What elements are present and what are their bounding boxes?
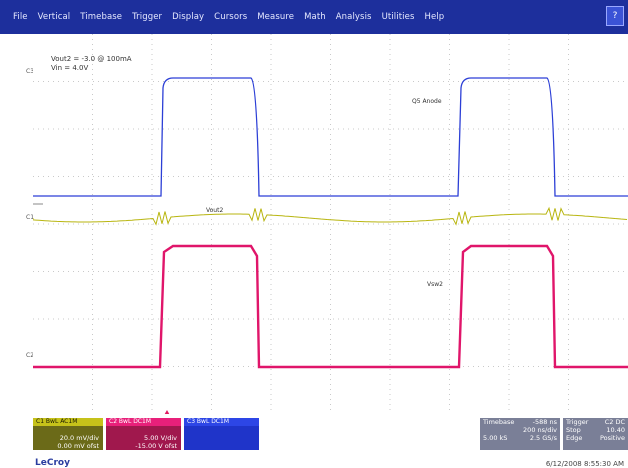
timebase-div: 200 ns/div xyxy=(523,426,557,434)
timebase-samples: 5.00 kS xyxy=(483,434,508,442)
menu-item-utilities[interactable]: Utilities xyxy=(381,12,415,22)
menu-item-measure[interactable]: Measure xyxy=(257,12,295,22)
channel-side-labels: C3 C1 C2 xyxy=(0,34,35,414)
annotation: Vout2 = -3.0 @ 100mA Vin = 4.0V xyxy=(51,55,132,73)
trigger-box[interactable]: Trigger C2 DC Stop 10.40 Edge Positive xyxy=(563,418,628,450)
c1-head: C1 BwL AC1M xyxy=(33,418,103,426)
menu-item-file[interactable]: File xyxy=(13,12,28,22)
menu-item-help[interactable]: Help xyxy=(424,12,445,22)
trigger-mode: Stop xyxy=(566,426,581,434)
scope-grid[interactable] xyxy=(33,34,628,414)
c3-waveform xyxy=(33,77,628,197)
menu-bar: File Vertical Timebase Trigger Display Cursor… xyxy=(0,0,628,34)
trigger-source: C2 DC xyxy=(604,418,625,426)
lecroy-logo: LeCroy xyxy=(35,458,70,468)
channel-c2-box[interactable]: C2 BwL DC1M 5.00 V/div -15.00 V ofst xyxy=(106,418,181,450)
trigger-slope: Positive xyxy=(599,434,625,442)
annotation-line2: Vin = 4.0V xyxy=(51,64,89,72)
c1-marker: C1 xyxy=(26,214,35,221)
c2-offset: -15.00 V ofst xyxy=(135,442,177,450)
menu-item-timebase[interactable]: Timebase xyxy=(80,12,123,22)
timebase-rate: 2.5 GS/s xyxy=(529,434,557,442)
menu-items: File Vertical Timebase Trigger Display Cursor… xyxy=(8,12,449,22)
c2-marker: C2 xyxy=(26,352,35,359)
menu-item-trigger[interactable]: Trigger xyxy=(132,12,163,22)
c1-waveform xyxy=(33,206,628,226)
menu-item-cursors[interactable]: Cursors xyxy=(214,12,248,22)
channel-c3-box[interactable]: C3 BwL DC1M xyxy=(184,418,259,450)
c2-waveform xyxy=(33,244,628,369)
timebase-label: Timebase xyxy=(483,418,515,426)
trigger-type: Edge xyxy=(566,434,583,442)
channel-c1-box[interactable]: C1 BwL AC1M 20.0 mV/div 0.00 mV ofst xyxy=(33,418,103,450)
q5-anode-label: Q5 Anode xyxy=(412,98,442,105)
waveform-display xyxy=(33,34,628,414)
timebase-value: -588 ns xyxy=(532,418,557,426)
trigger-label: Trigger xyxy=(566,418,589,426)
trigger-position-marker[interactable] xyxy=(163,410,171,417)
menu-item-display[interactable]: Display xyxy=(172,12,205,22)
timestamp: 6/12/2008 8:55:30 AM xyxy=(545,460,624,468)
c2-vdiv: 5.00 V/div xyxy=(144,434,177,442)
c3-marker: C3 xyxy=(26,68,35,75)
menu-item-analysis[interactable]: Analysis xyxy=(335,12,372,22)
c3-head: C3 BwL DC1M xyxy=(184,418,259,426)
c1-offset: 0.00 mV ofst xyxy=(57,442,99,450)
menu-item-vertical[interactable]: Vertical xyxy=(37,12,71,22)
help-icon[interactable]: ? xyxy=(606,6,624,26)
c1-vdiv: 20.0 mV/div xyxy=(59,434,99,442)
annotation-line1: Vout2 = -3.0 @ 100mA xyxy=(51,55,132,63)
c2-head: C2 BwL DC1M xyxy=(106,418,181,426)
vout2-label: Vout2 xyxy=(206,207,224,214)
timebase-box[interactable]: Timebase -588 ns 200 ns/div 5.00 kS 2.5 GS… xyxy=(480,418,560,450)
status-panel: C1 BwL AC1M 20.0 mV/div 0.00 mV ofst C2 … xyxy=(0,414,628,468)
vsw2-label: Vsw2 xyxy=(427,281,443,288)
trigger-level: 10.40 xyxy=(606,426,625,434)
menu-item-math[interactable]: Math xyxy=(304,12,326,22)
